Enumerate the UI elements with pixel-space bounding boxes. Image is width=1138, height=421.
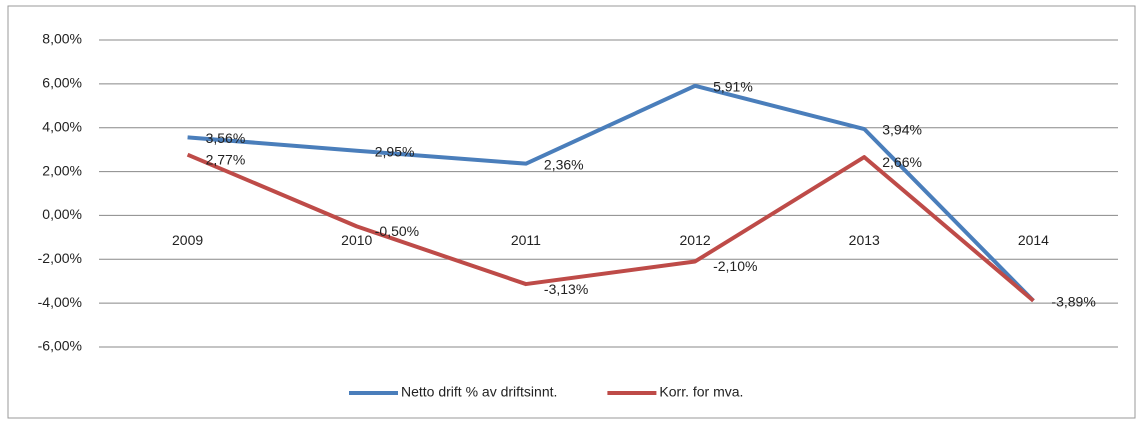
- x-tick-label: 2012: [680, 232, 711, 248]
- y-tick-label: -6,00%: [38, 338, 82, 354]
- data-label: -0,50%: [375, 223, 419, 239]
- series-line: [186, 152, 1035, 303]
- x-tick-label: 2011: [511, 232, 541, 248]
- data-label: 2,36%: [544, 156, 584, 172]
- data-label: 3,56%: [206, 130, 246, 146]
- y-tick-label: 8,00%: [42, 31, 82, 47]
- data-label: -2,10%: [713, 258, 757, 274]
- y-tick-label: -4,00%: [38, 294, 82, 310]
- data-label: 3,94%: [882, 122, 922, 138]
- x-tick-label: 2013: [849, 232, 880, 248]
- x-tick-label: 2014: [1018, 232, 1049, 248]
- chart-frame: [7, 5, 1136, 419]
- y-tick-label: 6,00%: [42, 75, 82, 91]
- y-tick-label: 4,00%: [42, 118, 82, 134]
- y-tick-label: 0,00%: [42, 206, 82, 222]
- data-label: 2,66%: [882, 154, 922, 170]
- data-label: -3,13%: [544, 281, 588, 297]
- series-line: [187, 83, 1035, 303]
- data-label: 2,77%: [206, 151, 246, 167]
- y-tick-label: 2,00%: [42, 162, 82, 178]
- x-tick-label: 2009: [172, 232, 203, 248]
- legend-label: Netto drift % av driftsinnt.: [401, 384, 557, 400]
- data-label: 5,91%: [713, 79, 753, 95]
- x-tick-label: 2010: [341, 232, 372, 248]
- y-tick-label: -2,00%: [38, 250, 82, 266]
- data-label: -3,89%: [1051, 293, 1095, 309]
- data-label: 2,95%: [375, 143, 415, 159]
- legend-label: Korr. for mva.: [659, 384, 743, 400]
